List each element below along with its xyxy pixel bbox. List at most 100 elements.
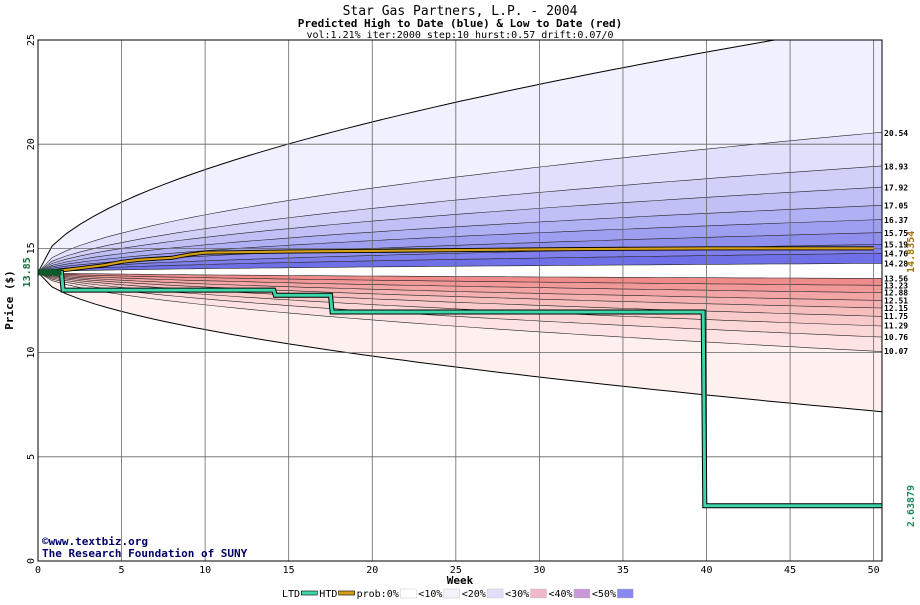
legend-label: <30%: [505, 589, 529, 600]
projection-level-line: [38, 272, 882, 352]
legend-swatch: [400, 588, 417, 599]
legend-swatch: [617, 588, 634, 599]
lower-band: [38, 272, 882, 412]
level-label: 11.75: [884, 312, 908, 321]
upper-band: [38, 40, 882, 273]
legend-label: <50%: [592, 589, 616, 600]
right-marker-label: 2.63879: [906, 485, 917, 527]
y-tick-label: 25: [26, 34, 37, 46]
probability-bands: [38, 40, 882, 561]
x-tick-label: 0: [35, 565, 41, 576]
legend-label: HTD: [319, 589, 337, 600]
projection-level-line: [38, 272, 882, 301]
legend-swatch: [300, 590, 318, 596]
start-marker: [38, 269, 62, 276]
level-label: 17.05: [884, 202, 908, 211]
level-label: 10.07: [884, 347, 908, 356]
projection-level-line: [38, 272, 882, 293]
x-tick-label: 50: [868, 565, 880, 576]
level-label: 14.28: [884, 259, 908, 268]
lower-band: [38, 272, 882, 317]
level-label: 16.37: [884, 216, 908, 225]
projection-level-line: [38, 186, 882, 273]
x-tick-label: 10: [199, 565, 211, 576]
outer-band-line: [38, 40, 778, 273]
upper-band: [38, 165, 882, 273]
legend-label: <40%: [549, 589, 573, 600]
legend: LTD HTD prob:0% <10% <20% <30% <40% <50%: [282, 588, 634, 600]
upper-band: [38, 132, 882, 273]
y-tick-label: 0: [26, 558, 37, 564]
axes: 0 5 10 15 20 25 30 35 40 45 50 0 5 10 15 20 25 13.85 20.54…: [22, 34, 917, 576]
upper-band: [38, 187, 882, 273]
credit-organization: The Research Foundation of SUNY: [42, 547, 248, 560]
y-tick-label: 20: [26, 138, 37, 150]
projection-level-line: [38, 263, 882, 273]
level-label: 12.15: [884, 304, 908, 313]
legend-swatch: [486, 588, 504, 599]
level-label: 15.19: [884, 240, 908, 249]
x-tick-label: 5: [119, 565, 125, 576]
level-label: 20.54: [884, 129, 908, 138]
projection-level-line: [38, 165, 882, 273]
upper-band: [38, 219, 882, 273]
lower-band: [38, 272, 882, 293]
legend-label: <10%: [418, 589, 442, 600]
x-tick-label: 30: [533, 565, 545, 576]
lower-band: [38, 272, 882, 308]
level-label: 14.76: [884, 249, 908, 258]
start-price-label: 13.85: [22, 257, 33, 287]
upper-band: [38, 253, 882, 273]
legend-label: <20%: [462, 589, 486, 600]
upper-band: [38, 205, 882, 273]
projection-level-line: [38, 272, 882, 279]
legend-swatch: [530, 588, 547, 599]
outer-band-line: [38, 272, 882, 413]
x-tick-label: 20: [366, 565, 378, 576]
level-label: 13.23: [884, 281, 908, 290]
x-tick-label: 15: [283, 565, 295, 576]
chart-title: Star Gas Partners, L.P. - 2004: [343, 4, 578, 19]
y-axis-label: Price ($): [3, 270, 16, 330]
projection-level-line: [38, 219, 882, 273]
projection-level-line: [38, 131, 882, 273]
lower-band: [38, 272, 882, 352]
series: [38, 246, 882, 509]
level-label: 13.56: [884, 274, 908, 283]
plot-frame: [37, 39, 883, 562]
legend-label: LTD: [282, 589, 300, 600]
upper-band: [38, 232, 882, 273]
level-label: 15.75: [884, 229, 908, 238]
y-tick-label: 10: [26, 347, 37, 359]
level-label: 12.88: [884, 289, 908, 298]
projection-level-line: [38, 272, 882, 286]
center-band: [38, 263, 882, 279]
chart-subtitle: Predicted High to Date (blue) & Low to D…: [298, 17, 623, 30]
level-label: 12.51: [884, 296, 908, 305]
legend-swatch: [338, 590, 355, 596]
level-label: 18.93: [884, 162, 908, 171]
upper-band: [38, 244, 882, 273]
level-label: 11.29: [884, 322, 908, 331]
projection-level-line: [38, 272, 882, 309]
level-label: 17.92: [884, 184, 908, 193]
level-label: 10.76: [884, 333, 908, 342]
legend-swatch: [443, 588, 460, 599]
x-tick-label: 40: [700, 565, 712, 576]
projection-level-line: [38, 253, 882, 273]
legend-label: prob:0%: [357, 589, 399, 600]
right-marker-label: 14.8354: [906, 231, 917, 273]
x-tick-label: 35: [617, 565, 629, 576]
y-tick-label: 15: [26, 242, 37, 254]
lower-band: [38, 272, 882, 338]
projection-level-line: [38, 205, 882, 273]
htd-line: [38, 247, 874, 274]
x-tick-label: 45: [784, 565, 796, 576]
legend-swatch: [573, 588, 591, 599]
projection-level-line: [38, 272, 882, 338]
lower-band: [38, 272, 882, 286]
ltd-line: [38, 270, 882, 508]
chart-params: vol:1.21% iter:2000 step:10 hurst:0.57 d…: [306, 30, 613, 41]
